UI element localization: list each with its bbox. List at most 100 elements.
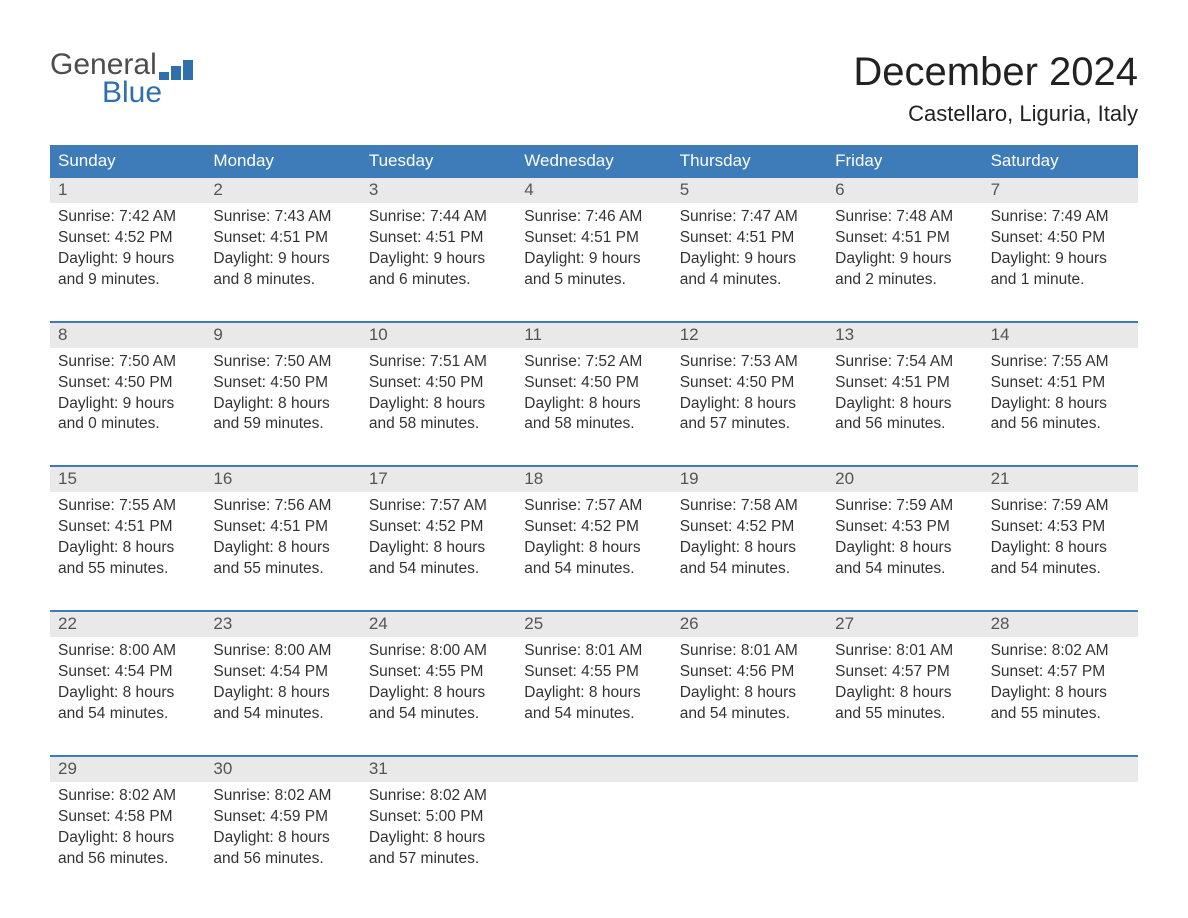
day-details: Sunrise: 7:44 AMSunset: 4:51 PMDaylight:… (369, 207, 508, 291)
sunset-line: Sunset: 4:54 PM (58, 662, 197, 683)
day-details: Sunrise: 7:46 AMSunset: 4:51 PMDaylight:… (524, 207, 663, 291)
daylight-line-2: and 57 minutes. (680, 414, 819, 435)
day-details: Sunrise: 7:54 AMSunset: 4:51 PMDaylight:… (835, 352, 974, 436)
daylight-line-2: and 54 minutes. (369, 704, 508, 725)
sunrise-line: Sunrise: 8:02 AM (991, 641, 1130, 662)
daylight-line-2: and 4 minutes. (680, 270, 819, 291)
daylight-line-1: Daylight: 8 hours (680, 683, 819, 704)
day-details: Sunrise: 8:02 AMSunset: 4:57 PMDaylight:… (991, 641, 1130, 725)
day-number: 28 (983, 612, 1138, 637)
day-cell (827, 757, 982, 878)
day-number: 21 (983, 467, 1138, 492)
week-row: 1Sunrise: 7:42 AMSunset: 4:52 PMDaylight… (50, 178, 1138, 299)
day-number: 8 (50, 323, 205, 348)
daylight-line-1: Daylight: 8 hours (213, 538, 352, 559)
day-details: Sunrise: 7:57 AMSunset: 4:52 PMDaylight:… (369, 496, 508, 580)
daylight-line-2: and 54 minutes. (58, 704, 197, 725)
daylight-line-2: and 8 minutes. (213, 270, 352, 291)
day-cell: 8 Sunrise: 7:50 AMSunset: 4:50 PMDaylight… (50, 323, 205, 444)
sunset-line: Sunset: 4:56 PM (680, 662, 819, 683)
day-number: 23 (205, 612, 360, 637)
daylight-line-1: Daylight: 9 hours (991, 249, 1130, 270)
day-cell: 23Sunrise: 8:00 AMSunset: 4:54 PMDayligh… (205, 612, 360, 733)
daylight-line-1: Daylight: 8 hours (58, 683, 197, 704)
day-details: Sunrise: 8:00 AMSunset: 4:55 PMDaylight:… (369, 641, 508, 725)
sunset-line: Sunset: 4:52 PM (369, 517, 508, 538)
day-cell: 10Sunrise: 7:51 AMSunset: 4:50 PMDayligh… (361, 323, 516, 444)
sunrise-line: Sunrise: 8:02 AM (213, 786, 352, 807)
day-number: 20 (827, 467, 982, 492)
day-cell: 3Sunrise: 7:44 AMSunset: 4:51 PMDaylight… (361, 178, 516, 299)
sunset-line: Sunset: 4:52 PM (680, 517, 819, 538)
daylight-line-1: Daylight: 8 hours (213, 683, 352, 704)
sunset-line: Sunset: 4:57 PM (835, 662, 974, 683)
day-cell: 12Sunrise: 7:53 AMSunset: 4:50 PMDayligh… (672, 323, 827, 444)
sunset-line: Sunset: 4:54 PM (213, 662, 352, 683)
daylight-line-1: Daylight: 8 hours (835, 683, 974, 704)
day-cell (516, 757, 671, 878)
dow-saturday: Saturday (983, 145, 1138, 178)
daylight-line-2: and 54 minutes. (524, 704, 663, 725)
day-details: Sunrise: 7:50 AMSunset: 4:50 PMDaylight:… (213, 352, 352, 436)
sunrise-line: Sunrise: 7:50 AM (58, 352, 197, 373)
day-number (827, 757, 982, 782)
day-cell: 16Sunrise: 7:56 AMSunset: 4:51 PMDayligh… (205, 467, 360, 588)
daylight-line-1: Daylight: 8 hours (369, 538, 508, 559)
dow-monday: Monday (205, 145, 360, 178)
daylight-line-2: and 54 minutes. (680, 559, 819, 580)
day-cell: 29Sunrise: 8:02 AMSunset: 4:58 PMDayligh… (50, 757, 205, 878)
day-details: Sunrise: 7:47 AMSunset: 4:51 PMDaylight:… (680, 207, 819, 291)
day-details: Sunrise: 7:43 AMSunset: 4:51 PMDaylight:… (213, 207, 352, 291)
daylight-line-2: and 56 minutes. (213, 849, 352, 870)
sunset-line: Sunset: 4:51 PM (835, 373, 974, 394)
day-number: 31 (361, 757, 516, 782)
dow-wednesday: Wednesday (516, 145, 671, 178)
day-cell: 13Sunrise: 7:54 AMSunset: 4:51 PMDayligh… (827, 323, 982, 444)
sunset-line: Sunset: 4:55 PM (524, 662, 663, 683)
sunset-line: Sunset: 5:00 PM (369, 807, 508, 828)
day-number: 25 (516, 612, 671, 637)
sunrise-line: Sunrise: 7:50 AM (213, 352, 352, 373)
day-cell: 6 Sunrise: 7:48 AMSunset: 4:51 PMDaylight… (827, 178, 982, 299)
sunrise-line: Sunrise: 8:00 AM (369, 641, 508, 662)
daylight-line-2: and 55 minutes. (991, 704, 1130, 725)
day-number: 14 (983, 323, 1138, 348)
day-details: Sunrise: 7:50 AMSunset: 4:50 PMDaylight:… (58, 352, 197, 436)
day-cell: 25 Sunrise: 8:01 AMSunset: 4:55 PMDayligh… (516, 612, 671, 733)
daylight-line-1: Daylight: 8 hours (991, 394, 1130, 415)
sunset-line: Sunset: 4:51 PM (58, 517, 197, 538)
daylight-line-1: Daylight: 9 hours (213, 249, 352, 270)
day-cell: 24 Sunrise: 8:00 AMSunset: 4:55 PMDayligh… (361, 612, 516, 733)
day-details: Sunrise: 8:02 AMSunset: 5:00 PMDaylight:… (369, 786, 508, 870)
daylight-line-2: and 57 minutes. (369, 849, 508, 870)
day-cell: 1Sunrise: 7:42 AMSunset: 4:52 PMDaylight… (50, 178, 205, 299)
daylight-line-2: and 58 minutes. (524, 414, 663, 435)
day-details: Sunrise: 7:51 AMSunset: 4:50 PMDaylight:… (369, 352, 508, 436)
day-details: Sunrise: 8:01 AMSunset: 4:55 PMDaylight:… (524, 641, 663, 725)
sunrise-line: Sunrise: 8:00 AM (58, 641, 197, 662)
day-cell (983, 757, 1138, 878)
sunset-line: Sunset: 4:50 PM (58, 373, 197, 394)
day-cell: 21Sunrise: 7:59 AMSunset: 4:53 PMDayligh… (983, 467, 1138, 588)
sunset-line: Sunset: 4:51 PM (213, 517, 352, 538)
sunset-line: Sunset: 4:51 PM (835, 228, 974, 249)
sunrise-line: Sunrise: 7:54 AM (835, 352, 974, 373)
day-cell: 27Sunrise: 8:01 AMSunset: 4:57 PMDayligh… (827, 612, 982, 733)
day-number: 27 (827, 612, 982, 637)
daylight-line-2: and 6 minutes. (369, 270, 508, 291)
day-cell: 2Sunrise: 7:43 AMSunset: 4:51 PMDaylight… (205, 178, 360, 299)
sunset-line: Sunset: 4:58 PM (58, 807, 197, 828)
day-number: 6 (827, 178, 982, 203)
sunrise-line: Sunrise: 8:02 AM (58, 786, 197, 807)
sunset-line: Sunset: 4:55 PM (369, 662, 508, 683)
day-number: 24 (361, 612, 516, 637)
sunset-line: Sunset: 4:52 PM (524, 517, 663, 538)
week-row: 8Sunrise: 7:50 AMSunset: 4:50 PMDaylight… (50, 321, 1138, 444)
sunset-line: Sunset: 4:53 PM (991, 517, 1130, 538)
day-number (672, 757, 827, 782)
sunrise-line: Sunrise: 7:55 AM (991, 352, 1130, 373)
day-number: 12 (672, 323, 827, 348)
day-number (516, 757, 671, 782)
sunrise-line: Sunrise: 7:56 AM (213, 496, 352, 517)
day-details: Sunrise: 7:48 AMSunset: 4:51 PMDaylight:… (835, 207, 974, 291)
